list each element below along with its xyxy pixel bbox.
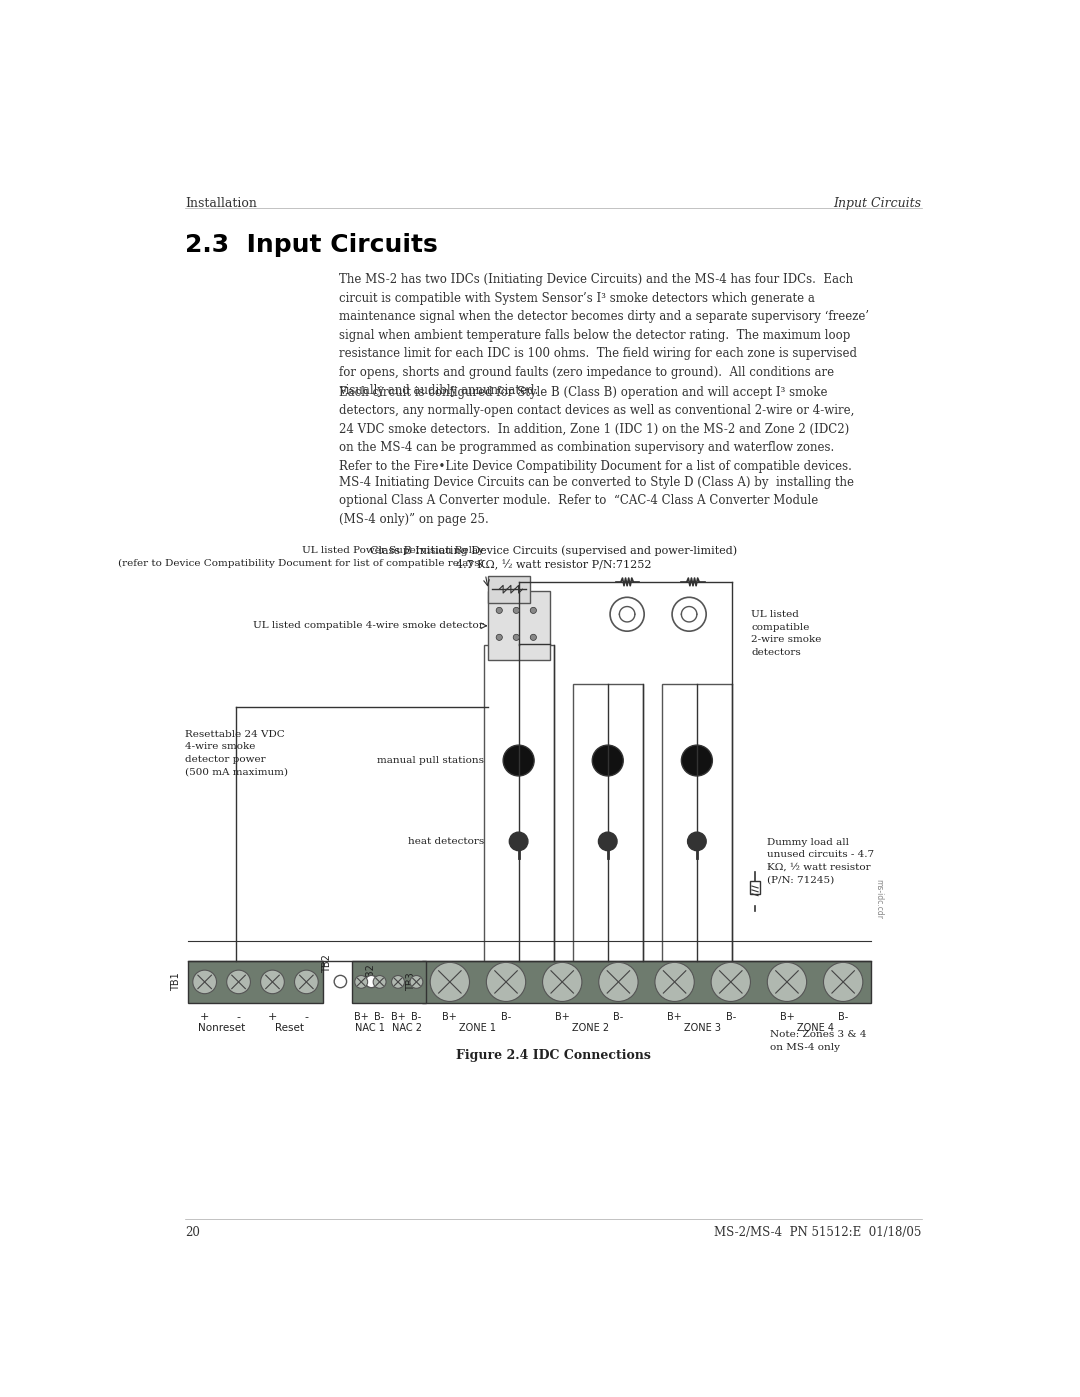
Circle shape <box>767 963 807 1002</box>
Text: Each circuit is configured for Style B (Class B) operation and will accept I³ sm: Each circuit is configured for Style B (… <box>339 386 854 472</box>
Text: B+: B+ <box>443 1013 457 1023</box>
Circle shape <box>193 970 216 993</box>
Text: Installation: Installation <box>186 197 257 210</box>
Text: MS-2/MS-4  PN 51512:E  01/18/05: MS-2/MS-4 PN 51512:E 01/18/05 <box>714 1227 921 1239</box>
Text: Note: Zones 3 & 4
on MS-4 only: Note: Zones 3 & 4 on MS-4 only <box>770 1030 867 1052</box>
Circle shape <box>672 598 706 631</box>
Circle shape <box>530 634 537 640</box>
FancyBboxPatch shape <box>422 961 872 1003</box>
Circle shape <box>654 963 694 1002</box>
Circle shape <box>688 833 706 851</box>
Text: TB2: TB2 <box>322 954 333 974</box>
Circle shape <box>365 975 378 988</box>
Circle shape <box>260 970 284 993</box>
Text: NAC 1: NAC 1 <box>355 1023 386 1034</box>
Text: +: + <box>200 1013 210 1023</box>
Bar <box>488 591 550 661</box>
Circle shape <box>681 745 713 775</box>
Circle shape <box>510 833 528 851</box>
Text: 2.3  Input Circuits: 2.3 Input Circuits <box>186 233 438 257</box>
Text: ZONE 4: ZONE 4 <box>797 1023 834 1034</box>
Text: TB1: TB1 <box>172 972 181 992</box>
Circle shape <box>227 970 251 993</box>
Circle shape <box>430 963 470 1002</box>
Circle shape <box>354 975 367 988</box>
Bar <box>488 576 530 602</box>
Text: Figure 2.4 IDC Connections: Figure 2.4 IDC Connections <box>456 1049 651 1062</box>
Bar <box>662 683 732 961</box>
Circle shape <box>530 608 537 613</box>
Text: 20: 20 <box>186 1227 200 1239</box>
Circle shape <box>503 745 535 775</box>
Text: B-: B- <box>613 1013 623 1023</box>
Text: Nonreset: Nonreset <box>198 1023 245 1034</box>
Circle shape <box>374 975 386 988</box>
Circle shape <box>513 608 519 613</box>
Text: B+: B+ <box>354 1013 368 1023</box>
Circle shape <box>592 745 623 775</box>
Circle shape <box>598 963 638 1002</box>
Text: ZONE 3: ZONE 3 <box>685 1023 721 1034</box>
Circle shape <box>711 963 751 1002</box>
Text: UL listed Power Supervision Relay
(refer to Device Compatibility Document for li: UL listed Power Supervision Relay (refer… <box>118 546 484 569</box>
Text: B+: B+ <box>391 1013 405 1023</box>
Text: The MS-2 has two IDCs (Initiating Device Circuits) and the MS-4 has four IDCs.  : The MS-2 has two IDCs (Initiating Device… <box>339 274 869 397</box>
Text: TB2: TB2 <box>366 964 376 983</box>
Circle shape <box>410 975 423 988</box>
Text: Reset: Reset <box>275 1023 303 1034</box>
FancyBboxPatch shape <box>188 961 323 1003</box>
Circle shape <box>598 833 617 851</box>
Text: B-: B- <box>375 1013 384 1023</box>
Circle shape <box>496 634 502 640</box>
Circle shape <box>610 598 644 631</box>
Text: Input Circuits: Input Circuits <box>834 197 921 210</box>
Bar <box>572 683 643 961</box>
Text: Class B Initiating Device Circuits (supervised and power-limited)
4.7 KΩ, ½ watt: Class B Initiating Device Circuits (supe… <box>370 545 737 570</box>
Text: -: - <box>237 1013 241 1023</box>
Text: B-: B- <box>501 1013 511 1023</box>
Text: UL listed compatible 4-wire smoke detector: UL listed compatible 4-wire smoke detect… <box>253 622 484 630</box>
Text: B-: B- <box>726 1013 735 1023</box>
Text: B-: B- <box>838 1013 848 1023</box>
Text: -: - <box>305 1013 309 1023</box>
Text: manual pull stations: manual pull stations <box>377 756 484 766</box>
Text: heat detectors: heat detectors <box>407 837 484 847</box>
Text: Dummy load all
unused circuits - 4.7
KΩ, ½ watt resistor
(P/N: 71245): Dummy load all unused circuits - 4.7 KΩ,… <box>767 838 874 884</box>
Text: ZONE 2: ZONE 2 <box>571 1023 609 1034</box>
FancyBboxPatch shape <box>352 961 426 1003</box>
Text: TB3: TB3 <box>406 972 416 992</box>
Circle shape <box>496 608 502 613</box>
Text: NAC 2: NAC 2 <box>392 1023 422 1034</box>
Circle shape <box>392 975 404 988</box>
Bar <box>751 882 759 894</box>
Text: Resettable 24 VDC
4-wire smoke
detector power
(500 mA maximum): Resettable 24 VDC 4-wire smoke detector … <box>186 729 288 777</box>
Text: UL listed
compatible
2-wire smoke
detectors: UL listed compatible 2-wire smoke detect… <box>751 610 822 657</box>
Circle shape <box>295 970 319 993</box>
Circle shape <box>823 963 863 1002</box>
Text: B+: B+ <box>667 1013 681 1023</box>
Text: +: + <box>268 1013 278 1023</box>
Bar <box>484 645 554 961</box>
Circle shape <box>486 963 526 1002</box>
Text: ms-idc.cdr: ms-idc.cdr <box>875 879 883 919</box>
Text: MS-4 Initiating Device Circuits can be converted to Style D (Class A) by  instal: MS-4 Initiating Device Circuits can be c… <box>339 475 854 525</box>
Circle shape <box>334 975 347 988</box>
Text: B+: B+ <box>780 1013 795 1023</box>
Text: ZONE 1: ZONE 1 <box>459 1023 497 1034</box>
Text: B-: B- <box>411 1013 421 1023</box>
Circle shape <box>513 634 519 640</box>
Text: B+: B+ <box>555 1013 569 1023</box>
Circle shape <box>542 963 582 1002</box>
